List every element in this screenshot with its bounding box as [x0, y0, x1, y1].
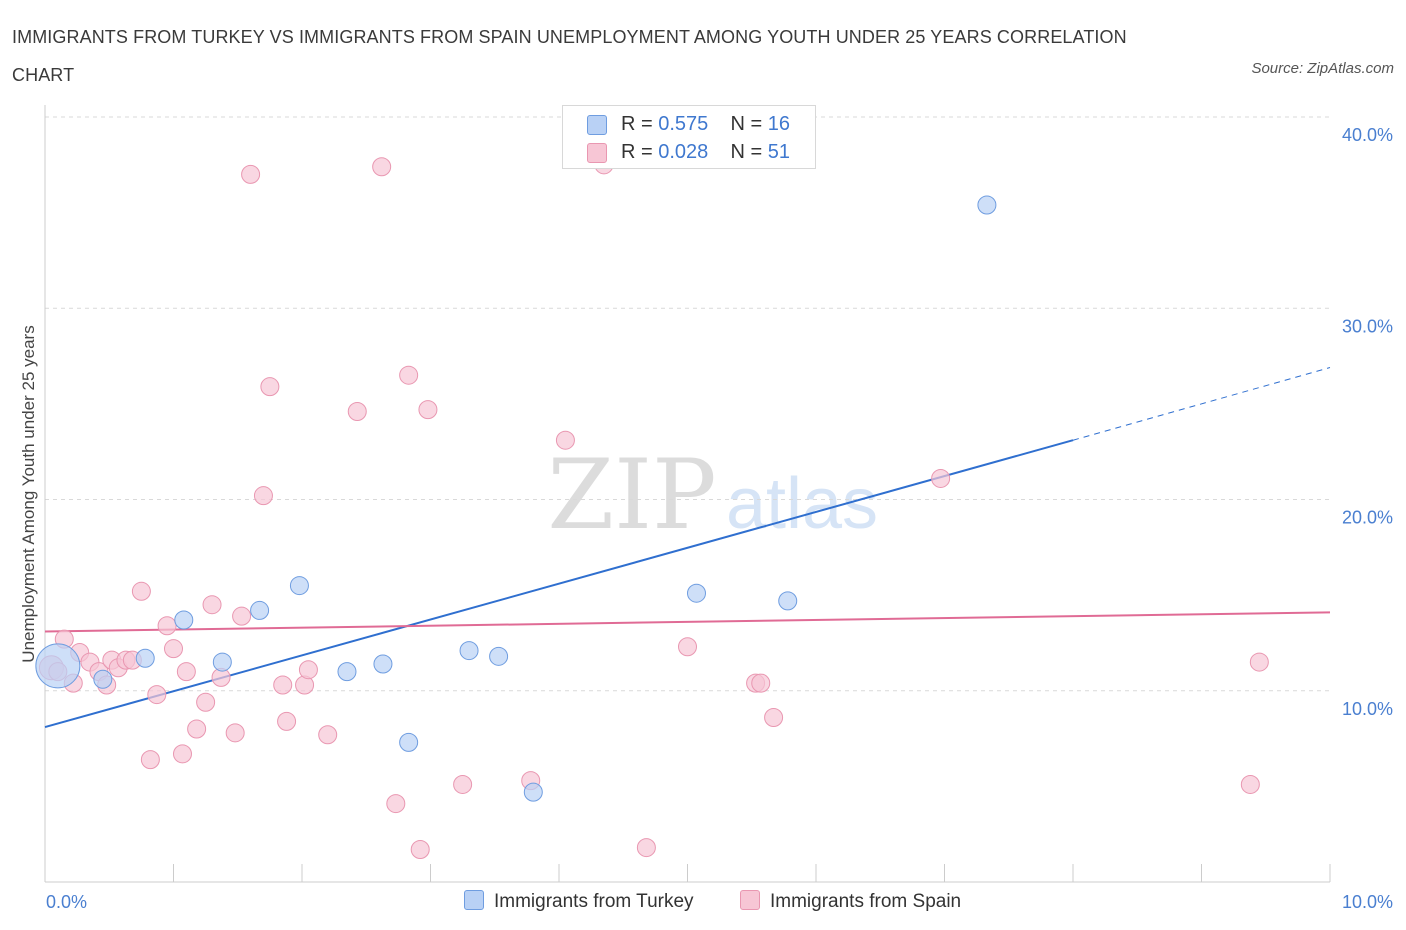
spain-point — [157, 616, 177, 636]
spain-point — [232, 606, 252, 626]
spain-point — [273, 675, 293, 695]
spain-point — [260, 377, 280, 397]
turkey-point — [289, 576, 309, 596]
turkey-swatch — [587, 115, 607, 135]
spain-point — [318, 725, 338, 745]
turkey-point — [337, 662, 357, 682]
spain-point — [399, 365, 419, 385]
turkey-point — [489, 646, 509, 666]
spain-point — [202, 595, 222, 615]
legend-spain-r-label: R = — [621, 141, 659, 163]
turkey-point — [373, 654, 393, 674]
legend-turkey-n-label: N = — [730, 113, 768, 135]
trend-lines — [44, 367, 1331, 729]
spain-point — [347, 402, 367, 422]
tick-labels: 10.0% 20.0% 30.0% 40.0% 0.0% 10.0% — [46, 125, 1393, 912]
spain-swatch — [587, 143, 607, 163]
y-tick-label: 20.0% — [1342, 508, 1393, 528]
spain-point — [386, 794, 406, 814]
turkey-point — [686, 583, 706, 603]
spain-point — [164, 639, 183, 659]
x-tick-label: 10.0% — [1342, 892, 1393, 912]
spain-point — [418, 400, 438, 420]
y-axis-label: Unemployment Among Youth under 25 years — [19, 325, 38, 662]
spain-point — [277, 711, 297, 731]
bottom-turkey-swatch — [464, 890, 484, 910]
spain-point — [372, 157, 392, 177]
bottom-spain-swatch — [740, 890, 760, 910]
bottom-turkey-label: Immigrants from Turkey — [494, 891, 694, 912]
spain-point — [555, 430, 575, 450]
spain-point — [410, 839, 430, 859]
legend-spain-n-value: 51 — [767, 141, 791, 163]
y-tick-label: 40.0% — [1342, 125, 1393, 145]
turkey-point — [250, 600, 270, 620]
source-label: Source: ZipAtlas.com — [1251, 60, 1394, 77]
spain-point — [253, 486, 273, 506]
spain-point — [187, 719, 207, 739]
spain-point — [131, 581, 151, 601]
turkey-point — [35, 643, 81, 689]
turkey-point — [174, 610, 194, 630]
spain-point — [751, 673, 771, 693]
watermark-zip: ZIP — [547, 439, 716, 551]
spain-point — [636, 838, 656, 858]
spain-point — [241, 164, 261, 184]
turkey-point — [459, 641, 479, 661]
chart-title: IMMIGRANTS FROM TURKEY VS IMMIGRANTS FRO… — [12, 27, 1127, 85]
turkey-point — [135, 648, 155, 668]
y-tick-label: 10.0% — [1342, 699, 1393, 719]
legend-turkey-r-label: R = — [621, 113, 659, 135]
legend-turkey-n-value: 16 — [767, 113, 791, 135]
legend-turkey-text: R = 0.575 N = 16 — [621, 110, 790, 138]
spain-point — [172, 744, 192, 764]
axes — [44, 105, 1331, 883]
legend-spain-n-label: N = — [730, 141, 768, 163]
legend-turkey-r-value: 0.575 — [658, 113, 709, 135]
spain-point — [140, 750, 160, 770]
turkey-trend-extension — [1072, 367, 1331, 441]
gridlines — [45, 116, 1330, 692]
y-tick-label: 30.0% — [1342, 316, 1393, 336]
turkey-point — [778, 591, 798, 611]
bottom-spain-label: Immigrants from Spain — [770, 891, 962, 912]
turkey-point — [523, 782, 543, 802]
data-points — [35, 155, 1269, 859]
x-tick-label: 0.0% — [46, 892, 87, 912]
spain-point — [196, 692, 216, 712]
turkey-point — [93, 669, 113, 689]
spain-point — [225, 723, 245, 743]
correlation-legend: R = 0.575 N = 16 R = 0.028 N = 51 — [562, 105, 816, 169]
legend-spain-text: R = 0.028 N = 51 — [621, 138, 790, 166]
spain-point — [678, 637, 697, 657]
bottom-legend-turkey[interactable]: Immigrants from Turkey — [464, 890, 694, 913]
turkey-point — [399, 732, 419, 752]
spain-point — [453, 774, 473, 794]
turkey-point — [212, 652, 232, 672]
legend-spain-r-value: 0.028 — [658, 141, 709, 163]
turkey-point — [977, 195, 997, 215]
spain-point — [1240, 774, 1260, 794]
spain-point — [176, 662, 196, 682]
bottom-legend-spain[interactable]: Immigrants from Spain — [740, 890, 961, 913]
watermark: ZIP atlas — [547, 439, 878, 551]
spain-point — [147, 685, 167, 705]
spain-point — [298, 660, 318, 680]
spain-point — [1249, 652, 1269, 672]
spain-trend-line — [44, 611, 1331, 633]
spain-point — [764, 708, 784, 728]
watermark-atlas: atlas — [726, 464, 878, 544]
spain-point — [931, 468, 951, 488]
